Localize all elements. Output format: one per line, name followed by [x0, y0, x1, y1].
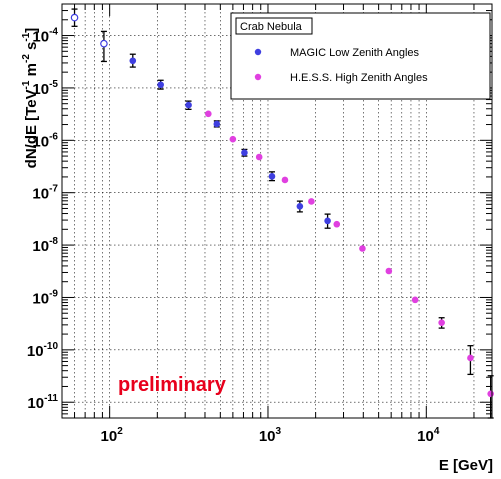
magic-data-point: [269, 173, 276, 180]
legend: Crab Nebula MAGIC Low Zenith Angles H.E.…: [231, 13, 490, 99]
hess-data-point: [205, 111, 212, 118]
legend-label-magic: MAGIC Low Zenith Angles: [290, 47, 420, 59]
legend-label-hess: H.E.S.S. High Zenith Angles: [290, 72, 428, 84]
x-axis-label: E [GeV]: [439, 457, 493, 474]
hess-data-point: [412, 297, 419, 304]
magic-data-point: [297, 203, 304, 210]
magic-data-point: [324, 218, 331, 225]
hess-data-point: [359, 245, 366, 252]
hess-data-point: [256, 154, 263, 161]
magic-data-point: [241, 149, 248, 156]
magic-data-point: [71, 14, 77, 20]
y-axis-label: dN/dE [TeV-1 m-2 s-1]: [21, 28, 40, 169]
hess-data-point: [230, 136, 237, 143]
legend-marker-hess: [255, 74, 261, 80]
hess-data-point: [467, 355, 474, 362]
hess-data-point: [438, 319, 445, 326]
magic-data-point: [213, 121, 220, 128]
magic-data-point: [129, 57, 136, 64]
preliminary-annotation: preliminary: [118, 374, 227, 396]
hess-data-point: [282, 177, 289, 184]
magic-data-point: [185, 102, 192, 109]
legend-marker-magic: [255, 49, 261, 55]
magic-data-point: [157, 81, 164, 88]
magic-data-point: [101, 40, 107, 46]
legend-title: Crab Nebula: [240, 21, 303, 33]
hess-data-point: [386, 268, 393, 275]
hess-data-point: [308, 198, 315, 205]
hess-data-point: [487, 390, 494, 397]
hess-data-point: [333, 221, 340, 228]
